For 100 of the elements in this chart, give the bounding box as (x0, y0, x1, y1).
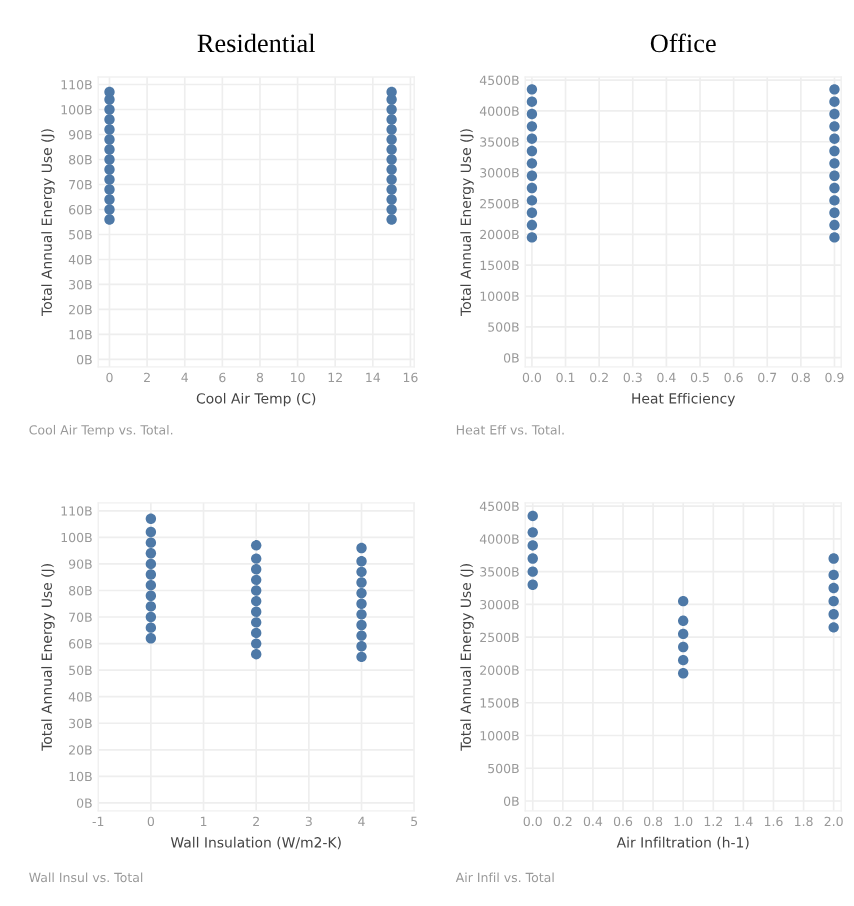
point (386, 164, 397, 175)
point (386, 194, 397, 205)
point (251, 617, 262, 628)
point (526, 232, 538, 243)
point (386, 214, 397, 225)
point (526, 145, 538, 157)
point (356, 587, 367, 599)
point (828, 609, 839, 620)
point (356, 566, 367, 578)
point (828, 569, 839, 581)
point (251, 540, 262, 551)
point (251, 564, 262, 575)
point (356, 577, 367, 588)
point (104, 194, 115, 205)
point (386, 124, 397, 135)
point (356, 609, 367, 620)
point (145, 537, 157, 548)
point (251, 638, 262, 649)
point (678, 668, 689, 679)
point (145, 558, 157, 570)
point (356, 630, 367, 641)
point (104, 204, 115, 215)
point (829, 158, 840, 169)
point (145, 590, 157, 601)
point (829, 219, 840, 231)
point (386, 174, 397, 185)
point (526, 96, 538, 107)
point (386, 114, 397, 125)
point (356, 542, 367, 554)
point (104, 214, 115, 225)
point (678, 595, 689, 607)
point (526, 207, 538, 218)
point (829, 170, 840, 181)
point (104, 134, 115, 145)
point (386, 134, 397, 145)
chart-title: Office (650, 33, 716, 53)
point (145, 633, 157, 644)
point (104, 184, 115, 195)
point (386, 184, 397, 195)
point (527, 527, 538, 538)
point (829, 207, 840, 218)
point (104, 164, 115, 175)
point (527, 553, 538, 564)
point (526, 195, 538, 206)
point (829, 182, 840, 194)
point (356, 651, 367, 663)
point (526, 182, 538, 194)
point (145, 513, 157, 524)
point (104, 144, 115, 155)
point (678, 654, 689, 666)
point (678, 628, 689, 640)
point (251, 649, 262, 660)
point (356, 556, 367, 567)
point (829, 84, 840, 95)
point (251, 627, 262, 639)
point (527, 510, 538, 522)
point (145, 548, 157, 559)
point (526, 108, 538, 120)
point (527, 579, 538, 590)
point (828, 622, 839, 633)
point (145, 526, 157, 538)
point (104, 124, 115, 135)
point (526, 219, 538, 231)
point (251, 595, 262, 607)
point (829, 145, 840, 157)
point (356, 619, 367, 631)
point (145, 611, 157, 623)
point (678, 641, 689, 653)
point (829, 232, 840, 243)
point (386, 104, 397, 115)
point (104, 104, 115, 115)
point (104, 174, 115, 185)
point (678, 615, 689, 626)
point (356, 641, 367, 652)
point (829, 133, 840, 144)
point (526, 133, 538, 144)
point (104, 114, 115, 125)
point (828, 553, 839, 564)
point (526, 121, 538, 132)
point (828, 582, 839, 594)
point (527, 540, 538, 551)
point (251, 574, 262, 586)
point (356, 598, 367, 609)
point (526, 84, 538, 95)
point (386, 144, 397, 155)
point (251, 606, 262, 617)
point (526, 170, 538, 181)
point (145, 579, 157, 591)
point (527, 566, 538, 577)
point (829, 121, 840, 132)
point (251, 553, 262, 564)
point (251, 585, 262, 596)
point (145, 569, 157, 580)
point (829, 195, 840, 206)
point (145, 601, 157, 612)
point (386, 204, 397, 215)
point (829, 108, 840, 120)
point (829, 96, 840, 107)
point (104, 154, 115, 165)
chart-title: Residential (197, 33, 316, 53)
